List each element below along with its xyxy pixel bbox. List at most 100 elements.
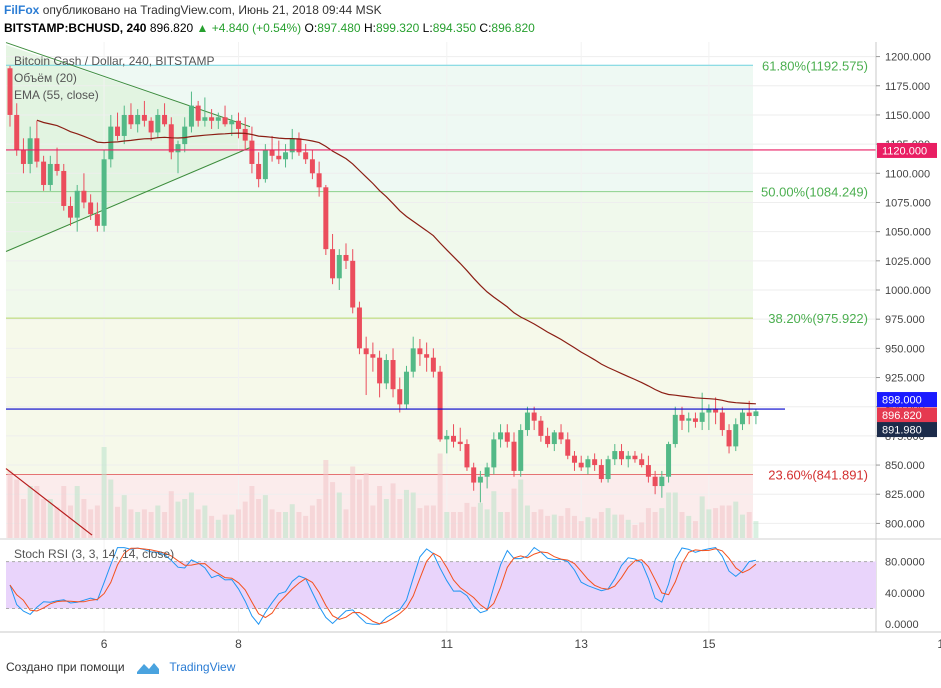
candle-body: [706, 409, 712, 413]
candle-body: [27, 138, 33, 164]
volume-bar: [370, 505, 376, 538]
candle-body: [652, 476, 658, 487]
volume-bar: [242, 501, 248, 538]
candle-body: [67, 205, 73, 218]
volume-bar: [108, 479, 114, 538]
candle-body: [639, 459, 645, 466]
candle-body: [309, 159, 315, 174]
axis-tick-label: 975.000: [885, 314, 925, 326]
volume-bar: [592, 518, 598, 538]
volume-bar: [545, 515, 551, 538]
price-axis[interactable]: 800.000825.000850.000875.000900.000925.0…: [875, 42, 941, 632]
volume-bar: [283, 512, 289, 538]
time-axis-label: 18: [937, 637, 941, 651]
candle-body: [464, 444, 470, 468]
volume-bar: [303, 515, 309, 538]
candle-body: [578, 462, 584, 468]
candle-body: [511, 441, 517, 471]
candle-body: [437, 371, 443, 440]
volume-bar: [330, 482, 336, 538]
volume-bar: [209, 515, 215, 538]
volume-bar: [511, 488, 517, 538]
volume-bar: [645, 508, 651, 538]
candle-body: [713, 409, 719, 413]
publish-info: опубликовано на TradingView.com, Июнь 21…: [42, 3, 382, 17]
price-tag-label: 898.000: [882, 395, 922, 407]
legend-title: Bitcoin Cash / Dollar, 240, BITSTAMP: [14, 54, 215, 68]
volume-bar: [377, 486, 383, 538]
candle-body: [350, 260, 356, 308]
volume-bar: [269, 509, 275, 538]
candle-body: [733, 424, 739, 447]
volume-bar: [309, 505, 315, 538]
volume-bar: [168, 491, 174, 538]
candle-body: [195, 105, 201, 121]
candle-body: [498, 432, 504, 440]
candle-body: [222, 117, 228, 125]
candle-body: [491, 439, 497, 468]
volume-bar: [410, 492, 416, 538]
volume-bar: [706, 509, 712, 538]
candle-body: [504, 432, 510, 442]
volume-bar: [27, 486, 33, 538]
volume-bar: [235, 509, 241, 538]
time-axis[interactable]: 68111315182022: [0, 631, 941, 651]
volume-bar: [195, 509, 201, 538]
symbol-header: BITSTAMP:BCHUSD, 240 896.820 ▲ +4.840 (+…: [4, 21, 535, 35]
volume-bar: [115, 506, 121, 538]
volume-bar: [155, 505, 161, 538]
footer: Создано при помощи TradingView: [6, 660, 235, 675]
change-arrow-icon: ▲: [196, 21, 209, 35]
volume-bar: [47, 499, 53, 538]
candle-body: [739, 412, 745, 425]
legend-volume: Объём (20): [14, 71, 77, 85]
volume-bar: [67, 505, 73, 538]
candle-body: [551, 432, 557, 445]
candle-body: [256, 163, 262, 180]
candle-body: [417, 348, 423, 355]
candle-body: [41, 161, 47, 185]
candle-body: [115, 126, 121, 136]
volume-bar: [666, 492, 672, 538]
volume-bar: [619, 514, 625, 538]
axis-tick-label: 1000.000: [885, 285, 931, 297]
volume-bar: [464, 502, 470, 538]
candle-body: [390, 360, 396, 390]
candle-body: [182, 126, 188, 145]
volume-bar: [719, 505, 725, 538]
volume-bar: [101, 447, 107, 538]
close-value: 896.820: [491, 21, 535, 35]
candle-body: [175, 144, 181, 153]
volume-bar: [632, 525, 638, 538]
candle-body: [679, 414, 685, 421]
volume-bar: [484, 509, 490, 538]
axis-tick-label: 825.000: [885, 489, 925, 501]
volume-bar: [746, 512, 752, 538]
price-change: +4.840 (+0.54%): [211, 21, 302, 35]
volume-bar: [336, 492, 342, 538]
candle-body: [316, 173, 322, 188]
candle-body: [283, 152, 289, 160]
axis-tick-label: 1025.000: [885, 256, 931, 268]
price-chart[interactable]: 61.80%(1192.575) 50.00%(1084.249) 38.20%(9…: [0, 42, 941, 654]
volume-bar: [14, 479, 20, 538]
candle-body: [249, 140, 255, 164]
volume-bar: [739, 514, 745, 538]
legend-stoch-rsi: Stoch RSI (3, 3, 14, 14, close): [14, 547, 174, 561]
volume-bar: [571, 515, 577, 538]
candle-body: [484, 467, 490, 477]
volume-bar: [289, 504, 295, 538]
tradingview-link[interactable]: TradingView: [169, 660, 236, 674]
volume-bar: [612, 514, 618, 538]
volume-bar: [585, 517, 591, 538]
candle-body: [726, 430, 732, 447]
candle-body: [276, 155, 282, 160]
fib-label: 61.80%(1192.575): [762, 58, 868, 73]
axis-tick-label: 1075.000: [885, 197, 931, 209]
open-value: 897.480: [317, 21, 361, 35]
axis-tick-label: 950.000: [885, 343, 925, 355]
candle-body: [538, 420, 544, 436]
author-name[interactable]: FilFox: [4, 3, 40, 17]
last-price: 896.820: [149, 21, 194, 35]
volume-bar: [229, 514, 235, 538]
